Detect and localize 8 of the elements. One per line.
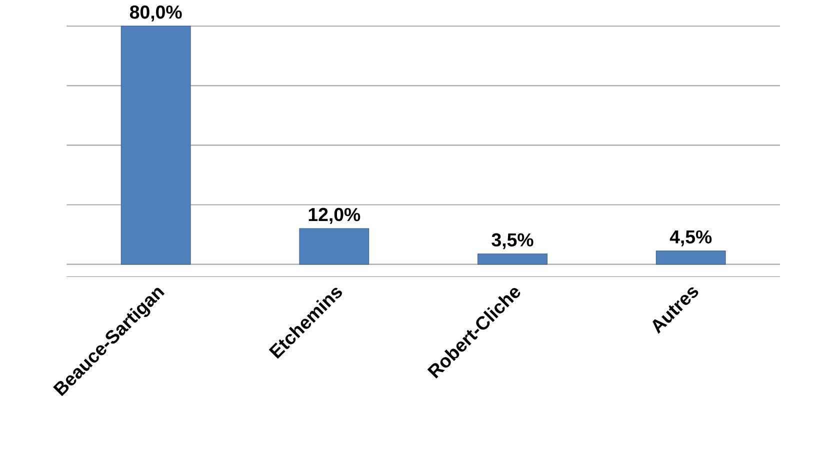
data-label: 12,0% [308,208,360,224]
data-label: 3,5% [492,233,534,250]
bar [299,228,370,265]
bar [656,250,726,265]
bar [478,254,548,265]
bar [120,26,191,265]
data-label: 4,5% [670,230,712,246]
data-label: 80,0% [130,5,182,22]
